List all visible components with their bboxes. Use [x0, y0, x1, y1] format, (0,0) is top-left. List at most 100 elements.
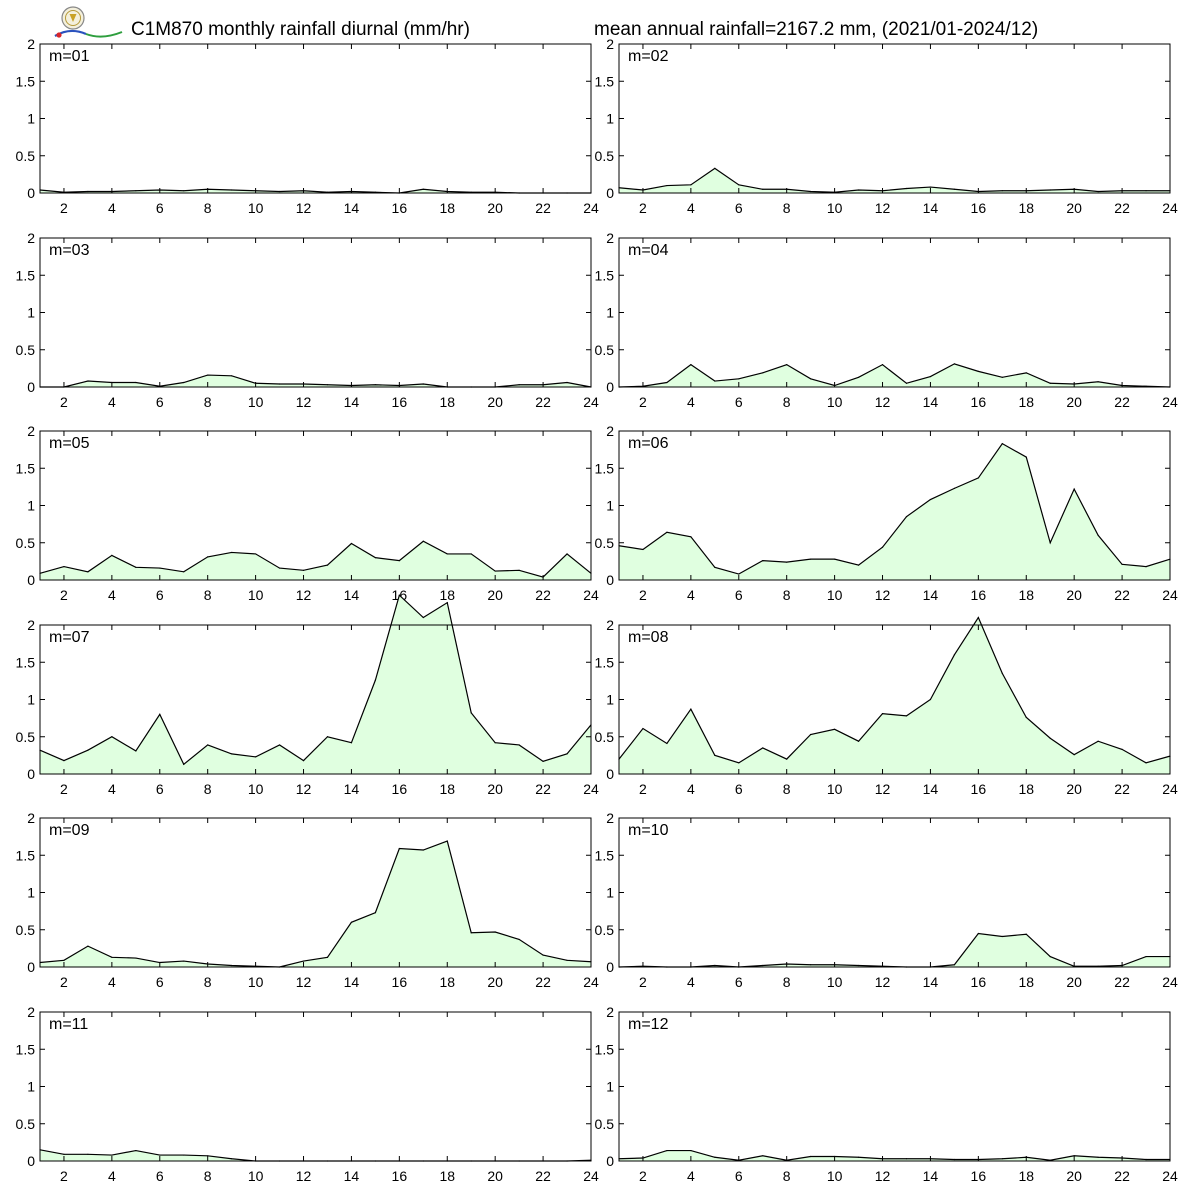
rain-point [1169, 190, 1171, 192]
subplot-4: 00.511.522 4 6 8 10 12 14 16 18 20 22 24m=04 [595, 230, 1178, 410]
rain-point [231, 753, 233, 755]
y-tick-label: 0.5 [16, 729, 36, 745]
rain-point [183, 381, 185, 384]
y-tick-label: 0.5 [595, 729, 615, 745]
x-tick-label: 2 [60, 587, 68, 603]
rain-point [278, 190, 281, 193]
rain-point [977, 1158, 979, 1161]
rain-point [714, 380, 716, 382]
x-tick-label: 24 [1162, 587, 1178, 603]
rain-point [714, 1156, 716, 1158]
y-tick-label: 1 [27, 498, 35, 514]
x-tick-label: 6 [735, 200, 743, 216]
x-tick-label: 20 [1066, 974, 1082, 990]
rain-point [1121, 190, 1123, 192]
y-tick-label: 1.5 [595, 73, 615, 89]
x-tick-label: 20 [1066, 587, 1082, 603]
rain-point [302, 960, 305, 962]
rain-point [762, 560, 764, 562]
rain-point [111, 554, 113, 557]
y-tick-label: 1.5 [16, 267, 36, 283]
y-tick-label: 1.5 [16, 654, 36, 670]
rain-point [1145, 762, 1147, 764]
x-tick-label: 18 [1018, 781, 1034, 797]
rain-point [618, 545, 620, 547]
y-tick-label: 2 [606, 423, 614, 439]
rain-area-fill [40, 541, 591, 580]
rain-point [183, 960, 185, 962]
x-tick-label: 2 [639, 394, 647, 410]
x-tick-label: 2 [639, 1168, 647, 1184]
rain-point [929, 186, 932, 188]
x-tick-label: 18 [439, 394, 455, 410]
rain-point [398, 560, 400, 562]
rain-point [977, 370, 979, 372]
plot-frame [618, 1011, 1171, 1162]
rain-point [590, 724, 592, 726]
x-tick-label: 2 [60, 394, 68, 410]
rain-point [666, 531, 668, 533]
y-tick-label: 2 [606, 230, 614, 246]
y-tick-label: 1 [606, 305, 614, 321]
rain-point [1025, 1156, 1027, 1158]
rain-point [1049, 542, 1051, 544]
rain-point [929, 698, 932, 701]
rain-point [666, 1149, 668, 1152]
rain-point [422, 188, 424, 190]
rain-point [666, 381, 668, 384]
rain-point [1049, 382, 1051, 384]
x-tick-label: 2 [60, 974, 68, 990]
month-label: m=10 [628, 822, 669, 839]
x-tick-label: 18 [439, 587, 455, 603]
x-tick-label: 12 [296, 974, 312, 990]
x-tick-label: 22 [1114, 394, 1130, 410]
x-tick-label: 24 [1162, 200, 1178, 216]
rain-point [738, 1159, 740, 1161]
rain-point [977, 932, 979, 935]
x-tick-label: 16 [971, 200, 987, 216]
rain-point [87, 1153, 89, 1155]
subplot-8: 00.511.522 4 6 8 10 12 14 16 18 20 22 24m=08 [595, 616, 1178, 797]
rain-point [1073, 188, 1075, 190]
rain-point [446, 386, 448, 388]
rain-point [929, 498, 932, 501]
y-tick-label: 1 [27, 1079, 35, 1095]
rain-point [350, 921, 353, 923]
x-tick-label: 2 [60, 200, 68, 216]
rain-area-fill [619, 443, 1170, 580]
rain-point [398, 847, 400, 850]
rain-point [398, 192, 400, 194]
month-label: m=09 [49, 822, 90, 839]
rain-point [881, 1158, 884, 1160]
rain-point [977, 616, 979, 619]
y-tick-label: 1.5 [595, 1041, 615, 1057]
subplot-1: 00.511.522 4 6 8 10 12 14 16 18 20 22 24m=01 [16, 36, 599, 216]
rain-point [494, 742, 496, 744]
rain-point [953, 188, 955, 190]
x-tick-label: 8 [783, 1168, 791, 1184]
rain-point [905, 1158, 908, 1160]
rain-point [1073, 965, 1075, 967]
rain-point [1073, 1155, 1075, 1157]
rain-area-fill [40, 595, 591, 774]
subplot-11: 00.511.522 4 6 8 10 12 14 16 18 20 22 24m=11 [16, 1004, 599, 1184]
rain-point [159, 961, 161, 964]
rain-point [1001, 376, 1003, 378]
month-label: m=11 [49, 1016, 88, 1033]
rain-point [929, 1158, 932, 1160]
plot-frame [618, 237, 1171, 388]
rain-point [1001, 672, 1003, 675]
y-tick-label: 0 [606, 766, 614, 782]
x-tick-label: 6 [156, 974, 164, 990]
rain-point [905, 966, 908, 968]
rain-point [1121, 563, 1123, 565]
rain-line [39, 840, 592, 968]
rain-point [666, 184, 668, 187]
x-tick-label: 18 [1018, 200, 1034, 216]
x-tick-label: 20 [1066, 1168, 1082, 1184]
rain-point [977, 477, 979, 479]
rain-point [446, 1160, 448, 1162]
x-tick-label: 20 [1066, 394, 1082, 410]
x-tick-label: 20 [1066, 200, 1082, 216]
rain-point [39, 749, 41, 751]
